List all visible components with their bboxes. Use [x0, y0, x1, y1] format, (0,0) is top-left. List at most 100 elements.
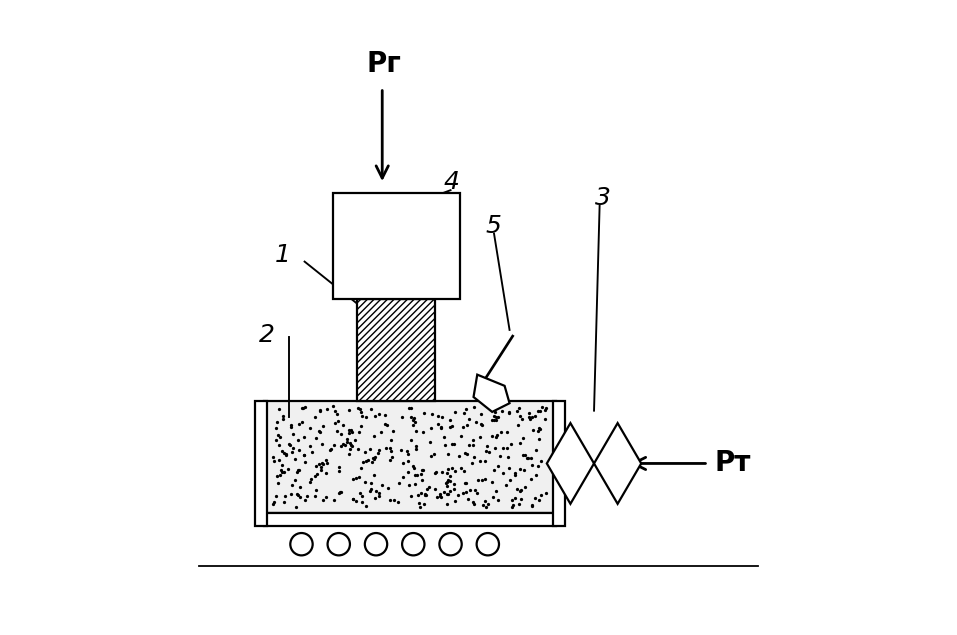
Point [528, 471, 544, 481]
Point [523, 453, 539, 463]
Point [424, 451, 439, 461]
Point [271, 478, 286, 488]
Point [271, 429, 286, 439]
Point [408, 479, 423, 489]
Point [363, 486, 378, 497]
Point [368, 486, 384, 496]
Point [410, 470, 425, 480]
Point [438, 478, 454, 488]
Point [434, 422, 449, 432]
Point [525, 425, 541, 435]
Point [533, 490, 548, 500]
Point [408, 426, 423, 436]
Point [277, 448, 292, 458]
Point [473, 409, 488, 419]
Point [270, 471, 285, 481]
Point [333, 486, 348, 497]
Point [467, 451, 482, 462]
Point [266, 497, 281, 507]
Point [454, 463, 469, 473]
Point [431, 411, 446, 421]
Point [354, 411, 369, 422]
Point [522, 414, 537, 424]
Point [283, 420, 299, 430]
Point [289, 467, 304, 478]
Point [356, 457, 371, 467]
Point [300, 491, 315, 502]
Text: 2: 2 [259, 323, 276, 347]
Point [484, 477, 500, 487]
Point [403, 435, 418, 445]
Point [433, 488, 448, 498]
Point [283, 489, 299, 499]
Point [316, 458, 331, 469]
Point [350, 403, 366, 413]
Point [439, 468, 455, 478]
Point [408, 417, 423, 427]
Point [419, 484, 434, 494]
Point [447, 439, 462, 450]
Point [434, 411, 450, 422]
Point [515, 414, 530, 424]
Polygon shape [546, 423, 594, 504]
Point [505, 500, 521, 511]
Point [284, 480, 300, 490]
Point [290, 490, 305, 500]
Point [371, 409, 387, 419]
Point [440, 490, 456, 500]
Point [383, 455, 398, 465]
Point [495, 406, 510, 417]
Point [494, 427, 509, 438]
Point [311, 459, 326, 469]
Point [302, 441, 318, 451]
Point [496, 443, 511, 453]
Point [311, 425, 326, 436]
Point [298, 401, 313, 411]
Point [484, 415, 500, 425]
Point [333, 429, 348, 439]
Point [275, 467, 290, 477]
Point [512, 411, 527, 421]
Point [533, 424, 548, 434]
Point [434, 422, 449, 432]
Point [466, 498, 481, 509]
Point [417, 489, 433, 499]
Point [443, 415, 458, 425]
Point [416, 499, 432, 509]
Point [326, 439, 342, 450]
Point [422, 438, 437, 448]
Point [350, 444, 366, 454]
Point [510, 420, 525, 430]
Point [359, 501, 374, 511]
Point [318, 492, 333, 502]
Point [452, 451, 467, 461]
Point [403, 412, 418, 422]
Point [439, 481, 455, 491]
Point [342, 405, 357, 415]
Point [480, 499, 496, 509]
Text: 1: 1 [275, 243, 291, 267]
Point [278, 450, 294, 460]
Point [516, 450, 531, 460]
Point [484, 431, 500, 441]
Point [296, 450, 311, 460]
Point [334, 441, 349, 451]
Point [524, 500, 540, 510]
Point [461, 440, 477, 450]
Point [277, 497, 292, 507]
Point [403, 403, 418, 413]
Point [352, 404, 367, 415]
Point [344, 425, 359, 435]
Point [342, 449, 357, 459]
Point [390, 497, 406, 507]
Point [304, 447, 320, 457]
Point [516, 433, 531, 443]
Point [345, 427, 360, 437]
Point [442, 422, 457, 432]
Point [265, 452, 280, 462]
Point [491, 461, 506, 471]
Point [359, 457, 374, 467]
Point [522, 412, 537, 422]
Point [345, 494, 361, 504]
Point [512, 464, 527, 474]
